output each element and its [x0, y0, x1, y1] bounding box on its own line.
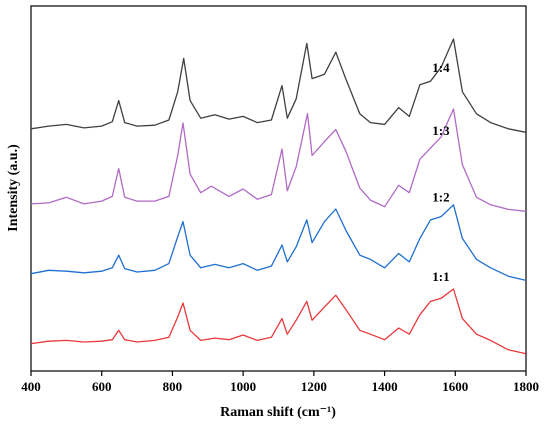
series-label-1: 1:4	[432, 60, 450, 75]
x-tick-label-1600: 1600	[442, 379, 468, 394]
x-tick-label-1400: 1400	[372, 379, 398, 394]
series-line-4	[30, 288, 527, 355]
series-line-3	[30, 204, 527, 282]
series-layer: 1:4 1:3 1:2 1:1	[30, 38, 527, 355]
y-axis-title: Intensity (a.u.)	[6, 144, 21, 232]
series-line-1	[30, 38, 527, 133]
x-axis: 400 600 800 1000 1200 1400 1600 1800	[21, 371, 539, 394]
x-tick-label-1800: 1800	[513, 379, 539, 394]
plot-frame	[30, 5, 527, 372]
series-label-3: 1:2	[432, 189, 449, 204]
x-tick-label-400: 400	[21, 379, 41, 394]
x-tick-label-1200: 1200	[301, 379, 327, 394]
x-tick-label-1000: 1000	[230, 379, 256, 394]
x-tick-label-600: 600	[92, 379, 112, 394]
x-axis-title: Raman shift (cm⁻¹)	[220, 405, 336, 420]
x-tick-label-800: 800	[163, 379, 183, 394]
series-label-4: 1:1	[432, 269, 449, 284]
series-label-2: 1:3	[432, 123, 450, 138]
series-line-2	[30, 108, 527, 212]
